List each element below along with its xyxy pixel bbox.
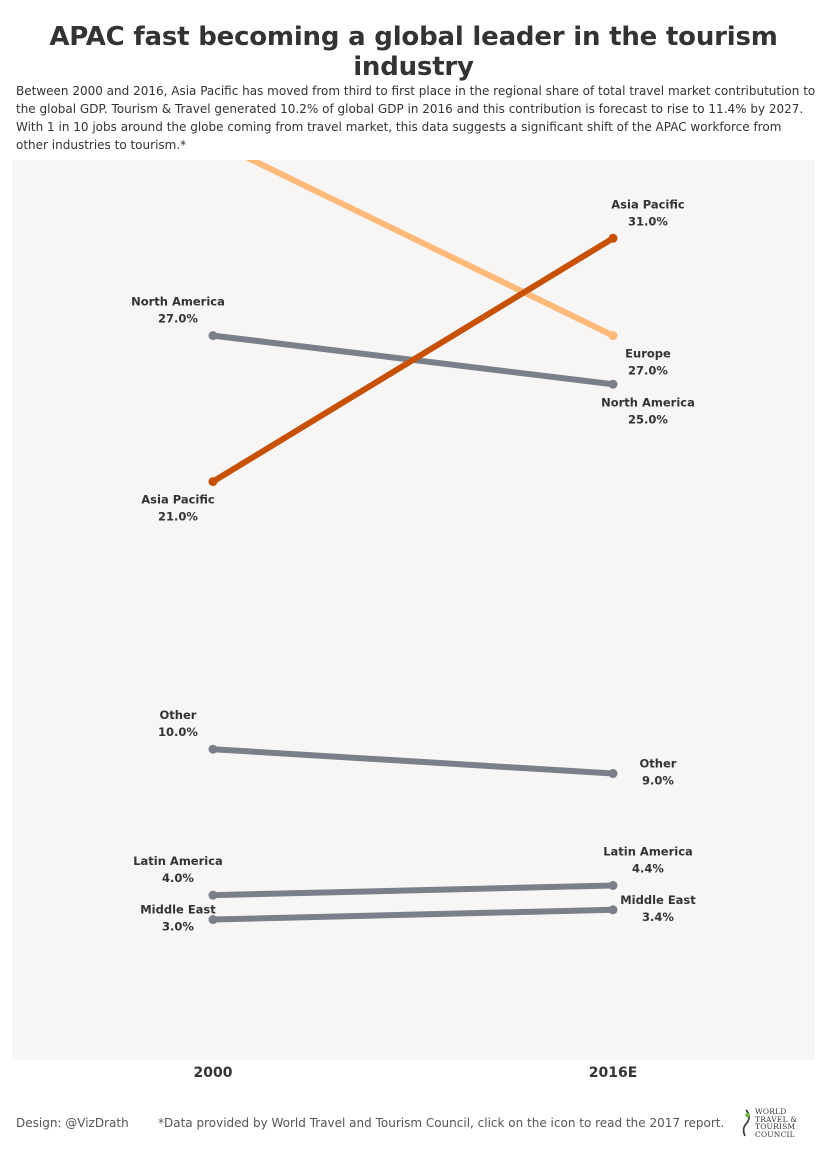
label-middle-east-2016e-name: Middle East <box>620 893 696 907</box>
label-latin-america-2000-name: Latin America <box>133 854 223 868</box>
point-latin-america-2000 <box>208 890 218 900</box>
label-other-2000-value: 10.0% <box>158 725 198 739</box>
point-north-america-2016e <box>608 379 618 389</box>
x-tick-label-2016e: 2016E <box>589 1065 638 1081</box>
wttc-logo-icon <box>742 1109 750 1137</box>
label-europe-2016e-value: 27.0% <box>628 364 668 378</box>
point-asia-pacific-2000 <box>208 477 218 487</box>
label-middle-east-2000-name: Middle East <box>140 903 216 917</box>
point-other-2000 <box>208 744 218 754</box>
label-asia-pacific-2016e-name: Asia Pacific <box>611 197 685 211</box>
label-other-2016e-name: Other <box>640 757 677 771</box>
logo-line: COUNCIL <box>755 1129 795 1139</box>
label-middle-east-2000-value: 3.0% <box>162 920 194 934</box>
label-latin-america-2016e-value: 4.4% <box>632 861 664 875</box>
label-europe-2016e-name: Europe <box>625 347 671 361</box>
label-asia-pacific-2016e-value: 31.0% <box>628 214 668 228</box>
label-other-2000-name: Other <box>160 708 197 722</box>
series-line-latin-america <box>210 882 616 899</box>
series-line-asia-pacific <box>210 235 616 485</box>
x-tick-label-2000: 2000 <box>194 1065 233 1081</box>
logo-line: WORLD <box>755 1107 787 1116</box>
logo-line: TRAVEL & <box>755 1114 798 1124</box>
label-latin-america-2000-value: 4.0% <box>162 871 194 885</box>
series-line-middle-east <box>210 906 616 923</box>
point-north-america-2000 <box>208 331 218 341</box>
point-asia-pacific-2016e <box>608 233 618 243</box>
design-credit: Design: @VizDrath <box>16 1116 129 1130</box>
point-other-2016e <box>608 769 618 779</box>
point-middle-east-2000 <box>208 915 218 925</box>
label-north-america-2000-name: North America <box>131 295 225 309</box>
label-north-america-2000-value: 27.0% <box>158 312 198 326</box>
point-latin-america-2016e <box>608 880 618 890</box>
source-note: *Data provided by World Travel and Touri… <box>158 1116 725 1130</box>
wttc-logo-text: WORLD TRAVEL & TOURISM COUNCIL <box>755 1108 797 1138</box>
wttc-logo-link[interactable]: WORLD TRAVEL & TOURISM COUNCIL <box>740 1106 810 1140</box>
point-middle-east-2016e <box>608 905 618 915</box>
point-europe-2016e <box>608 331 618 341</box>
page-subtitle: Between 2000 and 2016, Asia Pacific has … <box>16 84 816 152</box>
label-asia-pacific-2000-name: Asia Pacific <box>141 493 215 507</box>
series-line-europe <box>245 160 616 339</box>
label-north-america-2016e-name: North America <box>601 395 695 409</box>
logo-line: TOURISM <box>755 1122 796 1131</box>
plot-background <box>12 160 815 1060</box>
label-asia-pacific-2000-value: 21.0% <box>158 510 198 524</box>
label-north-america-2016e-value: 25.0% <box>628 412 668 426</box>
label-other-2016e-value: 9.0% <box>642 774 674 788</box>
page-title: APAC fast becoming a global leader in th… <box>49 22 778 82</box>
series-line-other <box>210 746 616 777</box>
label-middle-east-2016e-value: 3.4% <box>642 910 674 924</box>
label-latin-america-2016e-name: Latin America <box>603 844 693 858</box>
